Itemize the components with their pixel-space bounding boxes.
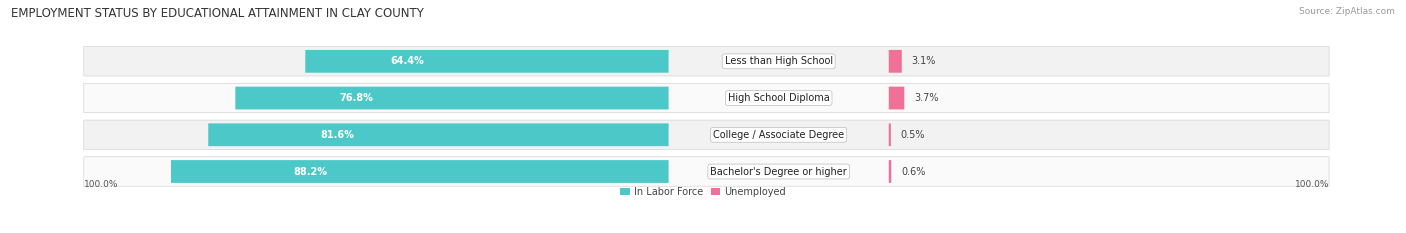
Text: 64.4%: 64.4%	[389, 56, 423, 66]
FancyBboxPatch shape	[84, 47, 1329, 76]
Text: EMPLOYMENT STATUS BY EDUCATIONAL ATTAINMENT IN CLAY COUNTY: EMPLOYMENT STATUS BY EDUCATIONAL ATTAINM…	[11, 7, 425, 20]
Text: High School Diploma: High School Diploma	[728, 93, 830, 103]
Text: 76.8%: 76.8%	[340, 93, 374, 103]
Text: Less than High School: Less than High School	[724, 56, 832, 66]
FancyBboxPatch shape	[84, 157, 1329, 186]
FancyBboxPatch shape	[235, 87, 669, 110]
Text: 81.6%: 81.6%	[321, 130, 354, 140]
Text: 3.7%: 3.7%	[914, 93, 938, 103]
Legend: In Labor Force, Unemployed: In Labor Force, Unemployed	[620, 187, 786, 197]
Text: 0.6%: 0.6%	[901, 167, 925, 177]
FancyBboxPatch shape	[889, 87, 904, 110]
FancyBboxPatch shape	[172, 160, 669, 183]
Text: Bachelor's Degree or higher: Bachelor's Degree or higher	[710, 167, 846, 177]
FancyBboxPatch shape	[305, 50, 669, 73]
FancyBboxPatch shape	[889, 160, 891, 183]
Text: Source: ZipAtlas.com: Source: ZipAtlas.com	[1299, 7, 1395, 16]
FancyBboxPatch shape	[208, 123, 669, 146]
FancyBboxPatch shape	[84, 120, 1329, 149]
FancyBboxPatch shape	[889, 50, 901, 73]
Text: 100.0%: 100.0%	[84, 180, 118, 189]
FancyBboxPatch shape	[889, 123, 891, 146]
Text: College / Associate Degree: College / Associate Degree	[713, 130, 844, 140]
Text: 0.5%: 0.5%	[900, 130, 925, 140]
Text: 100.0%: 100.0%	[1295, 180, 1329, 189]
Text: 88.2%: 88.2%	[294, 167, 328, 177]
FancyBboxPatch shape	[84, 83, 1329, 113]
Text: 3.1%: 3.1%	[911, 56, 936, 66]
